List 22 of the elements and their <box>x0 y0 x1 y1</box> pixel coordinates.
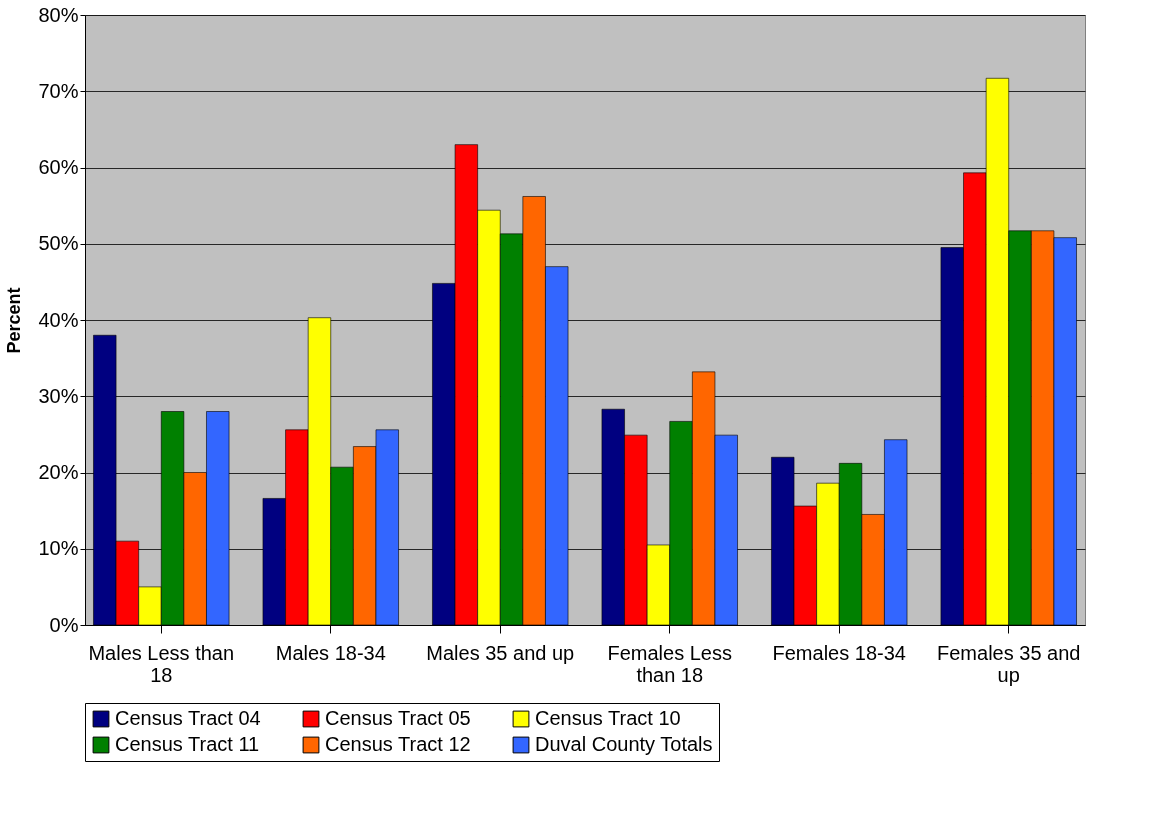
legend-label: Census Tract 10 <box>535 707 681 729</box>
y-tick-label: 30% <box>38 384 79 407</box>
y-tick-label: 0% <box>49 613 79 636</box>
legend-label: Duval County Totals <box>535 733 713 755</box>
y-tick-label: 10% <box>38 537 79 560</box>
legend-label: Census Tract 11 <box>115 733 260 755</box>
x-tick-label: Females Less than 18 <box>607 641 732 686</box>
legend-label: Census Tract 05 <box>325 707 471 729</box>
x-tick-label: Males Less than 18 <box>88 641 235 686</box>
y-tick-label: 70% <box>38 79 79 102</box>
y-tick-label: 50% <box>38 232 79 255</box>
y-tick-label: 80% <box>38 3 79 26</box>
legend-label: Census Tract 04 <box>115 707 261 729</box>
x-tick-label: Males 18-34 <box>275 641 386 664</box>
x-tick-label: Females 18-34 <box>772 641 906 664</box>
y-axis-title: Percent <box>4 287 25 354</box>
x-tick-label: Males 35 and up <box>426 641 575 664</box>
y-tick-label: 40% <box>38 308 79 331</box>
x-tick-label: Females 35 and up <box>937 641 1081 686</box>
legend-label: Census Tract 12 <box>325 733 471 755</box>
y-tick-label: 60% <box>38 156 79 178</box>
y-tick-label: 20% <box>38 461 79 483</box>
